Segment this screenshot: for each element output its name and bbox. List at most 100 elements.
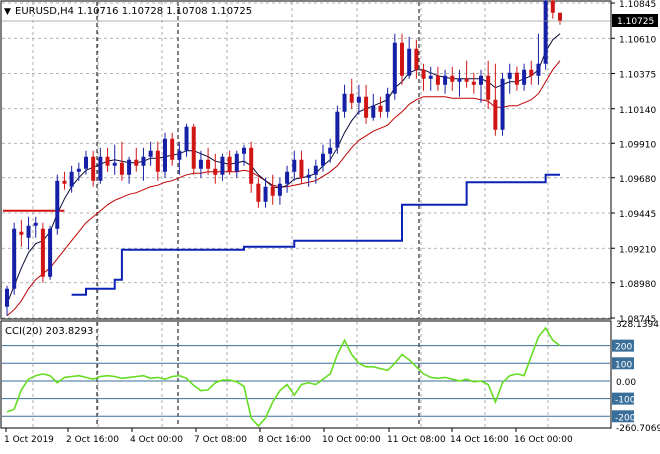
- candle: [493, 63, 498, 136]
- candle-body: [328, 147, 333, 154]
- candle: [464, 60, 469, 88]
- candle-body: [558, 12, 562, 21]
- candle-body: [435, 75, 440, 85]
- candle-body: [112, 162, 117, 166]
- candle: [371, 93, 376, 121]
- candle: [443, 69, 448, 94]
- candle: [529, 60, 534, 85]
- candle: [421, 63, 426, 91]
- candle-body: [364, 96, 369, 118]
- candle: [69, 165, 74, 193]
- candle: [378, 96, 383, 118]
- candle-body: [69, 171, 74, 187]
- candle-body: [464, 78, 469, 82]
- candle: [543, 0, 548, 70]
- candle: [191, 123, 196, 175]
- candle: [234, 150, 239, 178]
- candle-body: [48, 228, 53, 277]
- candle: [220, 153, 225, 181]
- candle: [62, 171, 67, 190]
- candle: [256, 177, 261, 208]
- candle-body: [443, 75, 448, 85]
- candle: [105, 147, 110, 172]
- candle-body: [119, 162, 124, 175]
- cci-tick-label: 328.1394: [616, 320, 659, 330]
- time-tick-label: 2 Oct 16:00: [66, 435, 119, 445]
- time-tick-label: 11 Oct 08:00: [387, 435, 446, 445]
- candle-body: [414, 48, 419, 70]
- time-tick-label: 10 Oct 00:00: [322, 435, 381, 445]
- candle-body: [400, 42, 404, 76]
- current-price-tag: [612, 14, 658, 27]
- cci-tick-label: 100: [615, 360, 632, 370]
- price-tick-label: 1.09910: [619, 140, 656, 150]
- candle: [206, 147, 211, 175]
- candle-body: [543, 0, 548, 64]
- candle-body: [127, 159, 132, 175]
- support-step-line: [3, 173, 560, 296]
- candle: [328, 138, 333, 163]
- price-tick-label: 1.10375: [619, 71, 656, 81]
- candle: [19, 219, 24, 247]
- time-tick-label: 8 Oct 16:00: [258, 435, 311, 445]
- candle-body: [457, 78, 462, 82]
- candle: [428, 66, 433, 91]
- candle: [177, 141, 182, 175]
- candle: [242, 144, 246, 166]
- candle: [127, 156, 132, 184]
- candle-body: [285, 171, 290, 184]
- candle: [342, 84, 347, 118]
- candle: [522, 63, 527, 91]
- price-panel-frame: [0, 0, 612, 320]
- candle-body: [242, 147, 246, 154]
- candle: [33, 216, 38, 238]
- candle-body: [335, 111, 340, 148]
- candle: [285, 165, 290, 193]
- cci-levels: [2, 345, 610, 417]
- cci-tick-label: -100: [615, 396, 636, 406]
- time-tick-label: 1 Oct 2019: [4, 435, 54, 445]
- candlesticks: [5, 0, 562, 316]
- candle: [5, 285, 9, 316]
- cci-tick-label: -200: [615, 413, 636, 423]
- candle: [335, 105, 340, 154]
- candle-body: [421, 69, 426, 79]
- candle: [263, 177, 268, 208]
- current-price-label: 1.10725: [617, 17, 654, 27]
- candle: [558, 12, 562, 25]
- candle-body: [371, 105, 376, 118]
- candle-body: [514, 72, 519, 85]
- symbol-arrow-icon: ▼: [4, 7, 11, 17]
- cci-axis[interactable]: 328.1394 200 100 0.00 -100 -200-260.7069: [612, 320, 660, 434]
- candle: [198, 150, 203, 178]
- candle-body: [471, 81, 476, 85]
- candle: [148, 141, 153, 166]
- candle-body: [299, 159, 304, 178]
- price-tick-label: 1.10610: [619, 35, 656, 45]
- candle-body: [550, 0, 555, 13]
- candle: [76, 162, 81, 181]
- time-axis[interactable]: 1 Oct 2019 2 Oct 16:00 4 Oct 00:00 7 Oct 08…: [4, 428, 573, 445]
- candle: [313, 159, 318, 184]
- candle-body: [12, 228, 17, 289]
- candle-body: [428, 75, 433, 79]
- price-axis[interactable]: 1.10845 1.10610 1.10375 1.10140 1.09910 1.096…: [2, 0, 658, 325]
- candle: [55, 174, 60, 235]
- candle: [507, 63, 512, 94]
- cci-panel-frame: [0, 320, 612, 429]
- candle-body: [213, 168, 218, 175]
- cci-line: [6, 326, 561, 428]
- candle: [471, 72, 476, 94]
- candle-body: [134, 159, 139, 166]
- time-tick-label: 4 Oct 00:00: [130, 435, 183, 445]
- candle: [356, 84, 361, 115]
- cci-header: CCI(20) 203.8293: [5, 326, 93, 337]
- candle-body: [206, 159, 211, 169]
- candle: [457, 69, 462, 97]
- candle: [321, 144, 325, 172]
- candle-body: [407, 48, 412, 76]
- candle-body: [55, 180, 60, 229]
- candle-body: [249, 147, 254, 184]
